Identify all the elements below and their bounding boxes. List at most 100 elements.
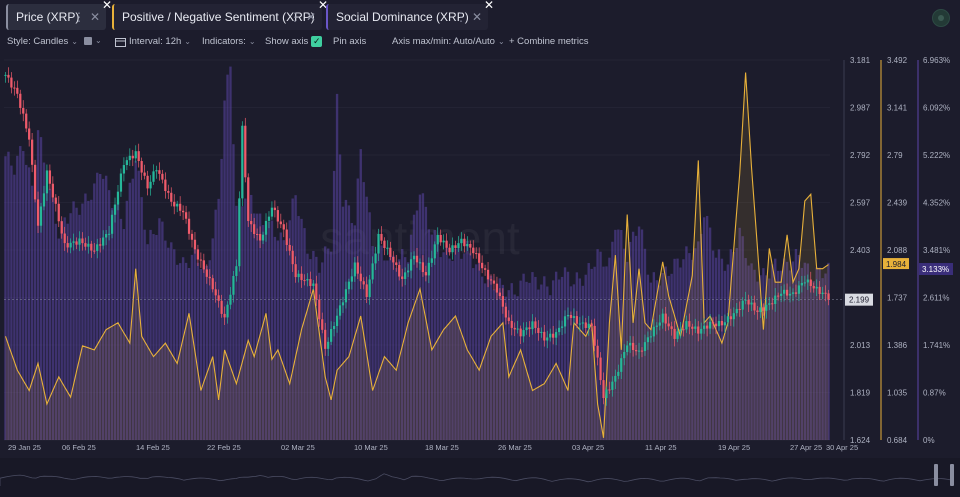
axis-minmax-select[interactable]: Axis max/min: Auto/Auto ⌄ xyxy=(392,36,505,47)
candle-body xyxy=(303,280,306,282)
dominance-bar xyxy=(258,213,262,440)
candle-body xyxy=(380,233,383,241)
candle-body xyxy=(738,308,741,310)
pin-axis-toggle[interactable]: Pin axis xyxy=(333,36,366,47)
dominance-bar xyxy=(608,257,611,440)
show-axis-checkbox-icon[interactable]: ✓ xyxy=(311,36,323,47)
candle-body xyxy=(288,244,291,251)
candle-body xyxy=(383,240,386,249)
dominance-bar xyxy=(371,246,374,440)
tab-sentiment[interactable]: Positive / Negative Sentiment (XRP) ⋮ ✕ … xyxy=(112,0,328,30)
indicators-select[interactable]: Indicators: ⌄ xyxy=(202,36,256,47)
candle-body xyxy=(448,247,451,253)
tab-sentiment-close-icon[interactable]: ✕ xyxy=(317,0,328,12)
dominance-bar xyxy=(510,283,513,440)
candle-body xyxy=(312,283,315,286)
pin-axis-label: Pin axis xyxy=(333,36,367,47)
x-tick-label: 26 Mar 25 xyxy=(498,443,532,452)
tab-price-hide-icon[interactable]: ✕ xyxy=(89,10,100,24)
dominance-bar xyxy=(720,258,724,440)
dominance-bar xyxy=(735,247,738,440)
navigator-right-handle xyxy=(950,464,954,486)
candle-body xyxy=(747,299,750,305)
dominance-bar xyxy=(104,175,108,440)
style-select[interactable]: Style: Candles ⌄ xyxy=(7,36,78,47)
interval-select[interactable]: Interval: 12h ⌄ xyxy=(115,36,191,47)
dominance-bar xyxy=(238,199,241,440)
candle-body xyxy=(122,165,126,174)
tab-dominance[interactable]: Social Dominance (XRP) ⋮ ✕ ✕ xyxy=(326,0,494,30)
candle-body xyxy=(202,260,205,270)
dominance-bar xyxy=(229,66,232,441)
dominance-bar xyxy=(282,240,285,440)
chart-area[interactable]: santiment 3.1812.9872.7922.5972.4032.208… xyxy=(0,54,960,497)
price-tick-label: 2.403 xyxy=(850,246,871,255)
dominance-bar xyxy=(409,234,413,440)
candle-body xyxy=(546,337,549,341)
tab-price-close-icon[interactable]: ✕ xyxy=(101,0,112,12)
candle-body xyxy=(590,323,593,326)
candle-body xyxy=(335,315,339,326)
candle-body xyxy=(765,304,768,311)
candle-body xyxy=(51,183,54,198)
dominance-bar xyxy=(241,206,244,440)
dominance-bar xyxy=(22,151,25,441)
combine-metrics-button[interactable]: + Combine metrics xyxy=(509,36,588,47)
candle-body xyxy=(113,204,117,215)
candle-body xyxy=(330,329,333,342)
dominance-bar xyxy=(66,223,69,440)
dominance-bar xyxy=(480,276,484,440)
dominance-tick-label: 5.222% xyxy=(923,151,950,160)
candle-body xyxy=(10,77,13,88)
dominance-bar xyxy=(57,238,60,440)
candle-body xyxy=(267,216,271,221)
tab-dominance-hide-icon[interactable]: ✕ xyxy=(471,10,482,24)
candle-body xyxy=(116,191,120,205)
candle-body xyxy=(309,279,312,286)
dominance-bar xyxy=(42,162,46,440)
candle-body xyxy=(631,342,635,351)
candle-body xyxy=(563,316,567,327)
candle-body xyxy=(466,243,469,247)
dominance-bar xyxy=(827,262,830,440)
dominance-bar xyxy=(161,221,164,440)
status-indicator-icon[interactable] xyxy=(932,9,950,27)
candle-body xyxy=(711,321,715,324)
candle-body xyxy=(57,203,60,222)
show-axis-toggle[interactable]: Show axis ✓ xyxy=(265,36,323,47)
dominance-tick-label: 6.092% xyxy=(923,104,950,113)
candle-body xyxy=(519,328,522,337)
candle-body xyxy=(134,151,137,159)
dominance-bar xyxy=(495,288,499,440)
candle-body xyxy=(608,389,611,391)
candle-body xyxy=(99,244,102,246)
dominance-tick-label: 2.611% xyxy=(923,294,950,303)
dominance-bar xyxy=(418,194,422,440)
sentiment-tick-label: 1.035 xyxy=(887,389,908,398)
tab-sentiment-menu-icon[interactable]: ⋮ xyxy=(289,10,301,24)
chart-toolbar: Style: Candles ⌄ ⌄ Interval: 12h ⌄ Indic… xyxy=(0,36,960,52)
tab-dominance-menu-icon[interactable]: ⋮ xyxy=(455,10,467,24)
sentiment-tick-label: 2.439 xyxy=(887,199,908,208)
candle-body xyxy=(596,345,599,358)
candle-body xyxy=(54,197,57,204)
candle-body xyxy=(478,253,481,263)
tab-sentiment-hide-icon[interactable]: ✕ xyxy=(305,10,316,24)
candle-body xyxy=(768,303,771,305)
tab-price[interactable]: Price (XRP) ⋮ ✕ ✕ xyxy=(6,0,112,30)
dominance-bar xyxy=(69,213,72,440)
dominance-bar xyxy=(534,276,537,440)
candle-body xyxy=(152,171,155,182)
dominance-bar xyxy=(167,247,170,440)
candle-body xyxy=(229,294,232,305)
tab-dominance-close-icon[interactable]: ✕ xyxy=(483,0,494,12)
color-select[interactable]: ⌄ xyxy=(84,36,102,45)
candle-body xyxy=(593,325,596,346)
dominance-bar xyxy=(685,246,688,440)
dominance-bar xyxy=(472,268,475,440)
dominance-bar xyxy=(442,252,445,440)
dominance-bar xyxy=(750,263,753,440)
candle-body xyxy=(626,345,629,353)
dominance-bar xyxy=(332,170,336,440)
tab-price-menu-icon[interactable]: ⋮ xyxy=(73,10,85,24)
